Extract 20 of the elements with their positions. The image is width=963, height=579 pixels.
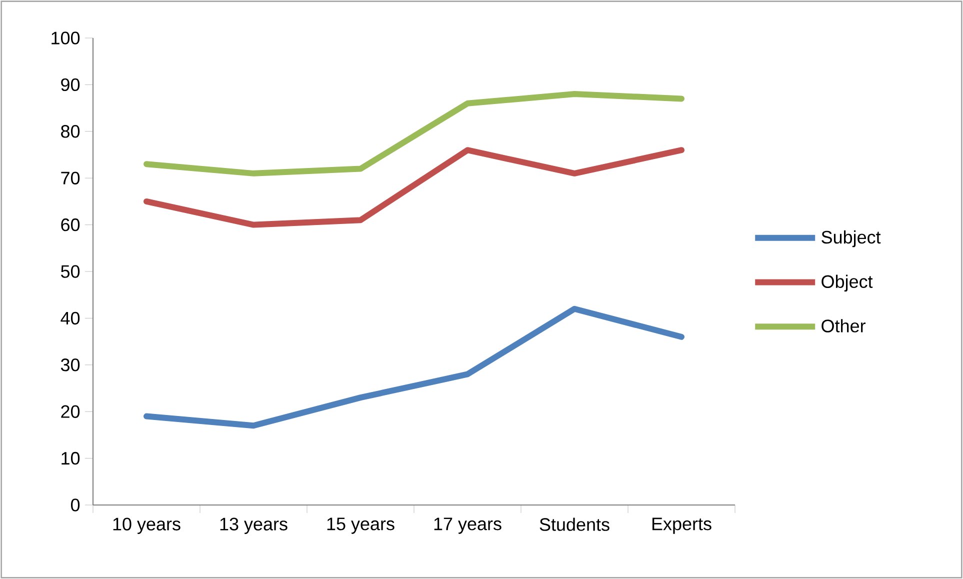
legend-label: Subject [822,230,881,248]
y-tick-label: 70 [61,172,80,184]
y-tick-label: 90 [61,78,80,92]
x-tick-label: 17 years [434,518,502,534]
x-tick-label: 10 years [113,518,180,534]
y-tick-label: 10 [62,452,80,465]
x-tick-label: 15 years [327,518,394,534]
y-tick-label: 40 [60,312,80,325]
x-tick-label: 13 years [220,518,288,534]
x-tick-label: Experts [652,518,712,534]
y-tick-label: 80 [61,125,80,138]
y-tick-label: 30 [60,358,80,372]
y-tick-label: 100 [52,32,80,44]
y-tick-label: 20 [61,405,80,418]
y-tick-label: 0 [70,498,80,512]
legend-label: Other [822,319,866,332]
legend-label: Object [822,274,873,292]
x-tick-label: Students [540,518,610,531]
y-tick-label: 50 [60,265,80,278]
y-tick-label: 60 [61,218,80,232]
